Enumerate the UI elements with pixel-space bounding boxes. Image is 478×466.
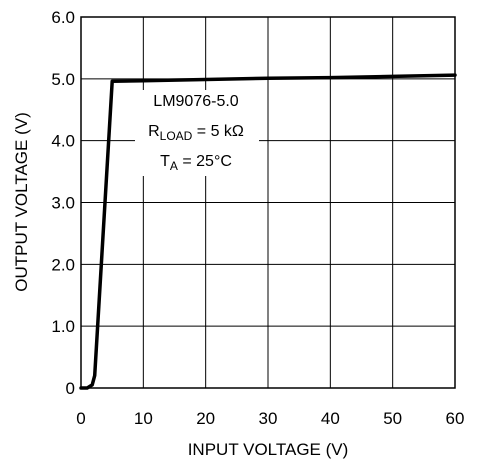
x-tick-label: 40 <box>321 409 340 428</box>
y-tick-labels: 0 1.0 2.0 3.0 4.0 5.0 6.0 <box>51 8 75 398</box>
y-tick-label: 1.0 <box>51 317 75 336</box>
annotation-box: LM9076-5.0 RLOAD = 5 kΩ TA = 25°C <box>135 90 259 176</box>
x-tick-label: 60 <box>446 409 465 428</box>
x-tick-label: 50 <box>383 409 402 428</box>
x-tick-label: 20 <box>196 409 215 428</box>
annotation-device: LM9076-5.0 <box>153 93 238 110</box>
output-voltage-series-line <box>79 73 457 390</box>
y-axis-title: OUTPUT VOLTAGE (V) <box>12 112 31 291</box>
y-tick-label: 4.0 <box>51 132 75 151</box>
y-tick-label: 6.0 <box>51 8 75 27</box>
x-axis-title: INPUT VOLTAGE (V) <box>188 440 349 459</box>
grid <box>81 17 455 388</box>
y-tick-label: 2.0 <box>51 255 75 274</box>
x-tick-label: 30 <box>259 409 278 428</box>
y-tick-label: 3.0 <box>51 194 75 213</box>
annotation-load: RLOAD = 5 kΩ <box>148 123 244 143</box>
y-tick-label: 5.0 <box>51 70 75 89</box>
x-tick-label: 0 <box>76 409 85 428</box>
annotation-background <box>135 90 259 176</box>
y-tick-label: 0 <box>66 379 75 398</box>
x-tick-label: 10 <box>134 409 153 428</box>
plot-frame <box>80 16 456 389</box>
x-tick-labels: 0 10 20 30 40 50 60 <box>76 409 464 428</box>
annotation-temperature: TA = 25°C <box>160 153 232 173</box>
